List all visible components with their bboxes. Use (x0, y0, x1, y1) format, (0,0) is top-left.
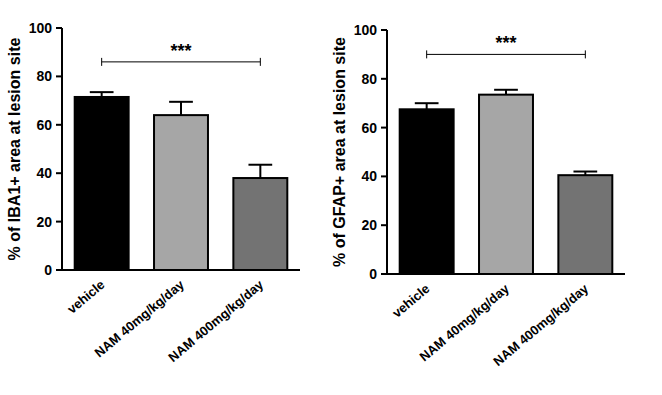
y-axis (386, 30, 388, 274)
bracket-line (427, 54, 586, 55)
error-bar (169, 102, 193, 115)
y-tick (381, 224, 387, 226)
y-tick-label: 100 (354, 22, 378, 38)
y-tick (56, 269, 62, 271)
significance-label: *** (495, 33, 516, 53)
bracket-end (101, 58, 102, 66)
error-cap (573, 171, 597, 173)
y-tick-label: 80 (361, 71, 377, 87)
bar (400, 109, 454, 274)
error-cap (494, 89, 518, 91)
bracket-end (585, 50, 586, 58)
y-tick-label: 100 (29, 20, 53, 36)
bracket-line (102, 61, 261, 62)
bracket-end (260, 58, 261, 66)
y-tick-label: 20 (36, 214, 52, 230)
bar (75, 97, 129, 270)
y-tick (381, 127, 387, 129)
y-tick-label: 20 (361, 217, 377, 233)
error-bar (415, 103, 439, 109)
error-cap (169, 101, 193, 103)
y-axis (61, 28, 63, 270)
error-cap (415, 102, 439, 104)
y-tick (56, 27, 62, 29)
chart-figure: 0 20 40 60 80 100 % of IBA1+ area at lesion si… (0, 0, 662, 395)
y-tick-label: 40 (361, 168, 377, 184)
y-tick-label: 40 (36, 165, 52, 181)
significance-label: *** (170, 41, 191, 61)
error-bar (494, 90, 518, 95)
y-tick (381, 78, 387, 80)
y-tick-label: 0 (369, 266, 377, 282)
chart-1: 0 20 40 60 80 100 % of GFAP+ area at lesion si… (331, 22, 625, 369)
y-tick (56, 221, 62, 223)
y-tick (381, 273, 387, 275)
y-tick (56, 124, 62, 126)
bar (233, 178, 287, 270)
error-cap (90, 91, 114, 93)
bar (558, 175, 612, 274)
y-tick (56, 172, 62, 174)
error-stem (180, 102, 182, 115)
error-bar (248, 165, 272, 178)
error-bar (90, 92, 114, 97)
x-tick-label: vehicle (389, 281, 432, 321)
chart-0: 0 20 40 60 80 100 % of IBA1+ area at lesion si… (6, 20, 300, 365)
y-tick-label: 0 (44, 262, 52, 278)
bar (479, 95, 533, 274)
y-axis-label: % of GFAP+ area at lesion site (331, 37, 348, 267)
y-tick-label: 60 (361, 120, 377, 136)
error-stem (259, 165, 261, 178)
x-tick-label: NAM 400mg/kg/day (165, 276, 267, 365)
x-tick-label: vehicle (64, 277, 107, 317)
error-bar (573, 172, 597, 176)
y-tick (381, 29, 387, 31)
bars (400, 90, 613, 274)
y-tick (381, 175, 387, 177)
y-axis-label: % of IBA1+ area at lesion site (6, 38, 23, 261)
y-tick (56, 75, 62, 77)
bracket-end (426, 50, 427, 58)
y-tick-label: 60 (36, 117, 52, 133)
bars (75, 92, 288, 270)
error-cap (248, 164, 272, 166)
bar (154, 115, 208, 270)
y-tick-label: 80 (36, 68, 52, 84)
x-tick-label: NAM 400mg/kg/day (490, 280, 592, 369)
